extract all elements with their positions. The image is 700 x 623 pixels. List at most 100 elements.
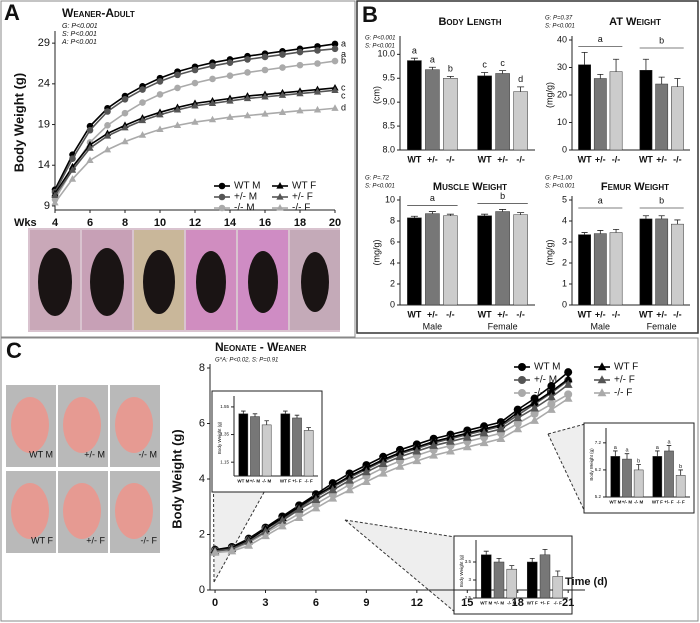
marker — [86, 156, 94, 163]
stats-note: G: P<0.001 — [365, 36, 396, 42]
x-tick-label: -/- M — [262, 479, 271, 484]
marker — [345, 485, 354, 494]
marker — [244, 69, 251, 76]
marker — [191, 79, 199, 87]
marker — [446, 446, 455, 455]
marker — [121, 96, 129, 103]
y-tick-label: 4 — [562, 215, 567, 225]
group-label: Male — [591, 321, 611, 331]
bar — [655, 218, 669, 306]
pup — [63, 397, 101, 453]
marker — [173, 105, 182, 113]
group-letter: a — [430, 193, 435, 203]
pup — [115, 483, 153, 539]
x-tick-label: 15 — [461, 597, 473, 609]
stats-note: S: P<0.001 — [545, 184, 575, 190]
x-tick-label: WT F — [280, 479, 291, 484]
marker — [139, 86, 146, 93]
bar — [425, 213, 440, 306]
marker — [173, 121, 182, 128]
panel-c-frame — [0, 337, 699, 622]
bar — [609, 71, 623, 151]
x-tick-label: 18 — [294, 217, 306, 229]
x-tick-label: +/- — [427, 154, 438, 164]
bar — [671, 223, 684, 306]
error-bar — [428, 66, 436, 70]
marker — [378, 454, 388, 463]
bar — [655, 83, 669, 151]
x-tick-label: +/- M — [250, 479, 261, 484]
marker — [103, 145, 112, 153]
significance-letter: d — [518, 74, 523, 84]
x-tick-label: WT F — [652, 500, 663, 505]
x-tick-label: +/- M — [494, 601, 505, 606]
chart-title: Body Length — [438, 16, 501, 28]
error-bar — [678, 469, 683, 476]
significance-letter: a — [412, 45, 417, 55]
y-tick-label: 0 — [562, 299, 567, 309]
marker — [104, 122, 111, 129]
significance-letter: a — [614, 445, 618, 451]
group-label: Male — [423, 321, 443, 331]
x-tick-label: WT — [478, 154, 492, 164]
y-tick-label: 2 — [390, 278, 395, 288]
connector — [344, 519, 456, 613]
marker — [530, 403, 539, 412]
mouse — [196, 251, 226, 313]
y-tick-label: 19 — [38, 118, 50, 130]
x-tick-label: +/- — [427, 309, 438, 319]
x-tick-label: +/- F — [292, 479, 302, 484]
bar — [261, 424, 272, 477]
bar — [539, 554, 551, 599]
marker — [378, 468, 388, 477]
y-axis-label: Body Weight (g) — [459, 554, 464, 587]
y-tick-label: 4 — [390, 257, 395, 267]
bar — [250, 416, 260, 477]
error-bar — [499, 209, 507, 212]
bar — [593, 78, 607, 151]
marker — [296, 61, 304, 69]
end-label: c — [341, 91, 346, 101]
marker — [313, 88, 322, 95]
error-bar — [612, 58, 620, 72]
error-bar — [613, 450, 618, 457]
group-letter: a — [598, 195, 603, 205]
marker — [462, 428, 472, 437]
marker — [328, 493, 338, 502]
x-tick-label: WT — [639, 154, 653, 164]
y-tick-label: 1.55 — [220, 404, 229, 409]
marker — [446, 432, 455, 441]
marker — [331, 40, 339, 48]
y-tick-label: 10 — [385, 194, 395, 204]
marker — [479, 424, 489, 433]
stats-note: A: P<0.001 — [61, 39, 97, 46]
x-tick-label: +/- — [656, 309, 667, 319]
error-bar — [481, 213, 489, 216]
marker — [546, 404, 556, 413]
legend-marker — [218, 182, 226, 190]
legend-label: -/- M — [534, 388, 555, 399]
marker — [244, 536, 254, 545]
significance-letter: a — [625, 448, 629, 454]
marker — [546, 392, 556, 401]
bar — [526, 561, 538, 599]
x-tick-label: -/- — [673, 154, 682, 164]
marker — [412, 456, 422, 465]
marker — [314, 60, 321, 67]
photo-label: WT M — [29, 449, 53, 459]
marker — [294, 513, 304, 522]
x-tick-label: -/- M — [634, 500, 643, 505]
y-axis-label: Body Weight (g) — [11, 73, 26, 172]
y-tick-label: 20 — [557, 89, 567, 99]
marker — [226, 96, 234, 104]
x-tick-label: +/- — [497, 154, 508, 164]
marker — [314, 47, 321, 54]
marker — [209, 62, 216, 70]
y-axis-label: (mg/g) — [544, 82, 554, 108]
marker — [429, 440, 439, 449]
bar — [280, 413, 291, 477]
marker — [261, 92, 269, 100]
bar — [443, 78, 458, 151]
error-bar — [410, 57, 418, 61]
